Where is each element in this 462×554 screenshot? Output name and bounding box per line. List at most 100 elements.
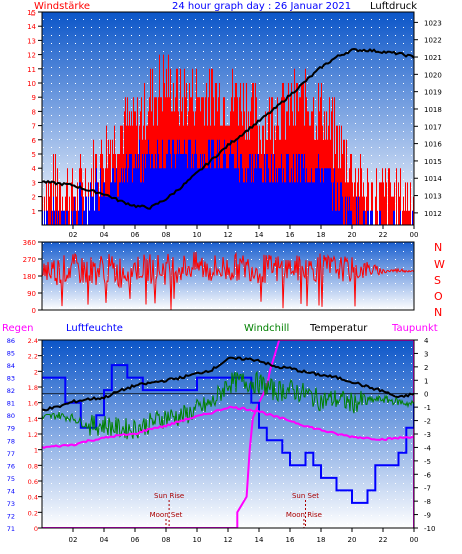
wind-tick-label: 14 [27, 23, 36, 31]
humidity-tick-label: 83 [7, 375, 15, 383]
wind-tick-label: 9 [32, 94, 36, 102]
humidity-tick-label: 82 [7, 387, 15, 395]
wind-tick-label: 2 [32, 194, 36, 202]
chart-title: 24 hour graph day : 26 Januar 2021 [172, 1, 351, 12]
hour-tick-label-bottom: 02 [69, 536, 78, 544]
wind-tick-label: 12 [27, 52, 36, 60]
pressure-tick-label: 1015 [424, 158, 442, 166]
temperature-tick-label: 3 [424, 350, 428, 358]
hour-tick-label-top: 22 [379, 231, 388, 239]
temperature-tick-label: -6 [424, 471, 432, 479]
temperature-line [42, 356, 414, 412]
humidity-tick-label: 85 [7, 350, 15, 358]
temperature-tick-label: -1 [424, 404, 431, 412]
windchill-line [42, 370, 414, 440]
pressure-line [42, 47, 414, 210]
hour-tick-label-bottom: 20 [348, 536, 357, 544]
temperature-tick-label: -4 [424, 444, 432, 452]
direction-tick-label: 360 [23, 239, 36, 247]
temperature-tick-label: -9 [424, 512, 431, 520]
direction-tick-label: 90 [27, 290, 36, 298]
windchill-label: Windchill [244, 323, 289, 334]
wind-tick-label: 3 [32, 179, 36, 187]
hour-tick-label-top: 02 [69, 231, 78, 239]
wind-tick-label: 10 [27, 80, 36, 88]
hour-tick-label-top: 12 [224, 231, 233, 239]
compass-letter-n-bottom: N [434, 306, 442, 319]
hour-tick-label-bottom: 22 [379, 536, 388, 544]
rain-tick-label: 2.2 [28, 353, 38, 361]
wind-tick-label: 13 [27, 37, 36, 45]
hour-tick-label-top: 18 [317, 231, 326, 239]
compass-letter-w: W [434, 258, 445, 271]
pressure-tick-label: 1012 [424, 210, 442, 218]
pressure-tick-label: 1016 [424, 141, 442, 149]
hour-tick-label-bottom: 10 [193, 536, 202, 544]
temperature-tick-label: -5 [424, 458, 431, 466]
wind-tick-label: 15 [27, 9, 36, 17]
humidity-tick-label: 86 [7, 337, 15, 345]
hour-tick-label-bottom: 12 [224, 536, 233, 544]
compass-letter-o: O [434, 290, 443, 303]
temperature-tick-label: -7 [424, 485, 431, 493]
humidity-tick-label: 72 [7, 512, 15, 520]
pressure-label: Luftdruck [370, 1, 417, 12]
humidity-tick-label: 80 [7, 412, 15, 420]
hour-tick-label-bottom: 04 [100, 536, 109, 544]
humidity-label: Luftfeuchte [66, 323, 123, 334]
rain-tick-label: 0.6 [28, 478, 38, 486]
temperature-tick-label: 1 [424, 377, 428, 385]
humidity-tick-label: 75 [7, 475, 15, 483]
rain-tick-label: 1.8 [28, 384, 38, 392]
rain-tick-label: 0 [34, 525, 38, 533]
hour-tick-label-bottom: 00 [410, 536, 419, 544]
wind-tick-label: 7 [32, 123, 36, 131]
hour-tick-label-top: 08 [162, 231, 171, 239]
humidity-tick-label: 73 [7, 500, 15, 508]
direction-tick-label: 180 [23, 273, 36, 281]
compass-letter-s: S [434, 274, 441, 287]
hour-tick-label-top: 06 [131, 231, 140, 239]
temperature-tick-label: -2 [424, 418, 431, 426]
direction-tick-label: 0 [32, 307, 36, 315]
rain-tick-label: 2.4 [28, 337, 38, 345]
wind-tick-label: 5 [32, 151, 36, 159]
pressure-tick-label: 1023 [424, 19, 442, 27]
humidity-tick-label: 74 [7, 487, 15, 495]
wind-tick-label: 1 [32, 208, 36, 216]
hour-tick-label-bottom: 08 [162, 536, 171, 544]
hour-tick-label-top: 14 [255, 231, 264, 239]
temperature-tick-label: -3 [424, 431, 431, 439]
pressure-tick-label: 1014 [424, 175, 442, 183]
rain-tick-label: 0.2 [28, 509, 38, 517]
temperature-tick-label: 4 [424, 337, 429, 345]
hour-tick-label-top: 20 [348, 231, 357, 239]
temperature-tick-label: -8 [424, 498, 431, 506]
humidity-tick-label: 81 [7, 400, 15, 408]
rain-tick-label: 1.4 [28, 415, 38, 423]
pressure-tick-label: 1022 [424, 37, 442, 45]
hour-tick-label-top: 16 [286, 231, 295, 239]
hour-tick-label-top: 00 [410, 231, 419, 239]
dewpoint-label: Taupunkt [391, 323, 438, 334]
humidity-tick-label: 76 [7, 462, 15, 470]
event-label: Sun Rise [154, 492, 184, 500]
event-label: Moon Rise [286, 511, 322, 519]
temperature-tick-label: 2 [424, 364, 428, 372]
rain-tick-label: 0.8 [28, 462, 38, 470]
rain-tick-label: 0.4 [28, 494, 38, 502]
humidity-tick-label: 77 [7, 450, 15, 458]
humidity-tick-label: 78 [7, 437, 15, 445]
rain-tick-label: 1.2 [28, 431, 38, 439]
event-label: Moon Set [150, 511, 183, 519]
wind-tick-label: 11 [27, 66, 36, 74]
wind-strength-label: Windstärke [34, 1, 90, 12]
pressure-tick-label: 1013 [424, 193, 442, 201]
pressure-tick-label: 1021 [424, 54, 442, 62]
wind-tick-label: 8 [32, 108, 36, 116]
rain-tick-label: 1 [34, 447, 38, 455]
rain-tick-label: 2 [34, 368, 38, 376]
hour-tick-label-bottom: 18 [317, 536, 326, 544]
